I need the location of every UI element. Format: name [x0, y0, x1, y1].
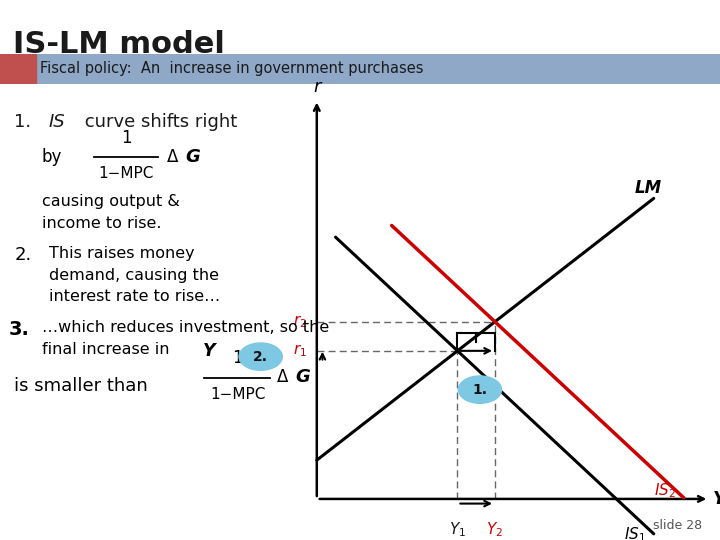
Text: 1: 1: [121, 129, 131, 147]
Text: income to rise.: income to rise.: [42, 216, 161, 231]
Text: $IS_2$: $IS_2$: [654, 482, 675, 500]
Text: is smaller than: is smaller than: [14, 376, 148, 395]
Text: 1.: 1.: [472, 383, 487, 396]
Text: Y: Y: [203, 342, 216, 360]
Text: G: G: [186, 148, 200, 166]
Text: $Y_1$: $Y_1$: [449, 520, 466, 539]
Circle shape: [459, 376, 502, 403]
Text: 2.: 2.: [253, 350, 268, 363]
Text: 3.: 3.: [9, 320, 30, 339]
Text: …which reduces investment, so the: …which reduces investment, so the: [42, 320, 329, 335]
Text: $Y_2$: $Y_2$: [487, 520, 503, 539]
Text: 1−MPC: 1−MPC: [210, 387, 265, 402]
Text: $r_2$: $r_2$: [294, 313, 307, 330]
Text: demand, causing the: demand, causing the: [49, 268, 219, 282]
Text: curve shifts right: curve shifts right: [79, 113, 238, 131]
Text: 1: 1: [233, 349, 243, 367]
Text: slide 28: slide 28: [653, 519, 702, 532]
Text: 1.: 1.: [14, 113, 32, 131]
Text: G: G: [295, 368, 310, 386]
Text: Fiscal policy:  An  increase in government purchases: Fiscal policy: An increase in government…: [40, 62, 423, 76]
Text: IS-LM model: IS-LM model: [13, 30, 225, 59]
Bar: [0, 54, 36, 84]
Text: 2.: 2.: [14, 246, 32, 264]
Text: by: by: [42, 148, 62, 166]
Text: This raises money: This raises money: [49, 246, 194, 261]
Text: LM: LM: [635, 179, 662, 198]
Text: Δ: Δ: [277, 368, 289, 386]
Text: $r_1$: $r_1$: [294, 342, 307, 359]
Text: Y: Y: [713, 490, 720, 508]
Text: causing output &: causing output &: [42, 194, 179, 209]
Text: $IS_1$: $IS_1$: [624, 525, 646, 540]
Text: IS: IS: [49, 113, 66, 131]
Text: 1−MPC: 1−MPC: [99, 166, 153, 181]
Text: interest rate to rise…: interest rate to rise…: [49, 289, 220, 305]
Text: r: r: [313, 78, 320, 97]
Text: Δ: Δ: [167, 148, 179, 166]
Text: final increase in: final increase in: [42, 342, 169, 357]
Circle shape: [239, 343, 282, 370]
